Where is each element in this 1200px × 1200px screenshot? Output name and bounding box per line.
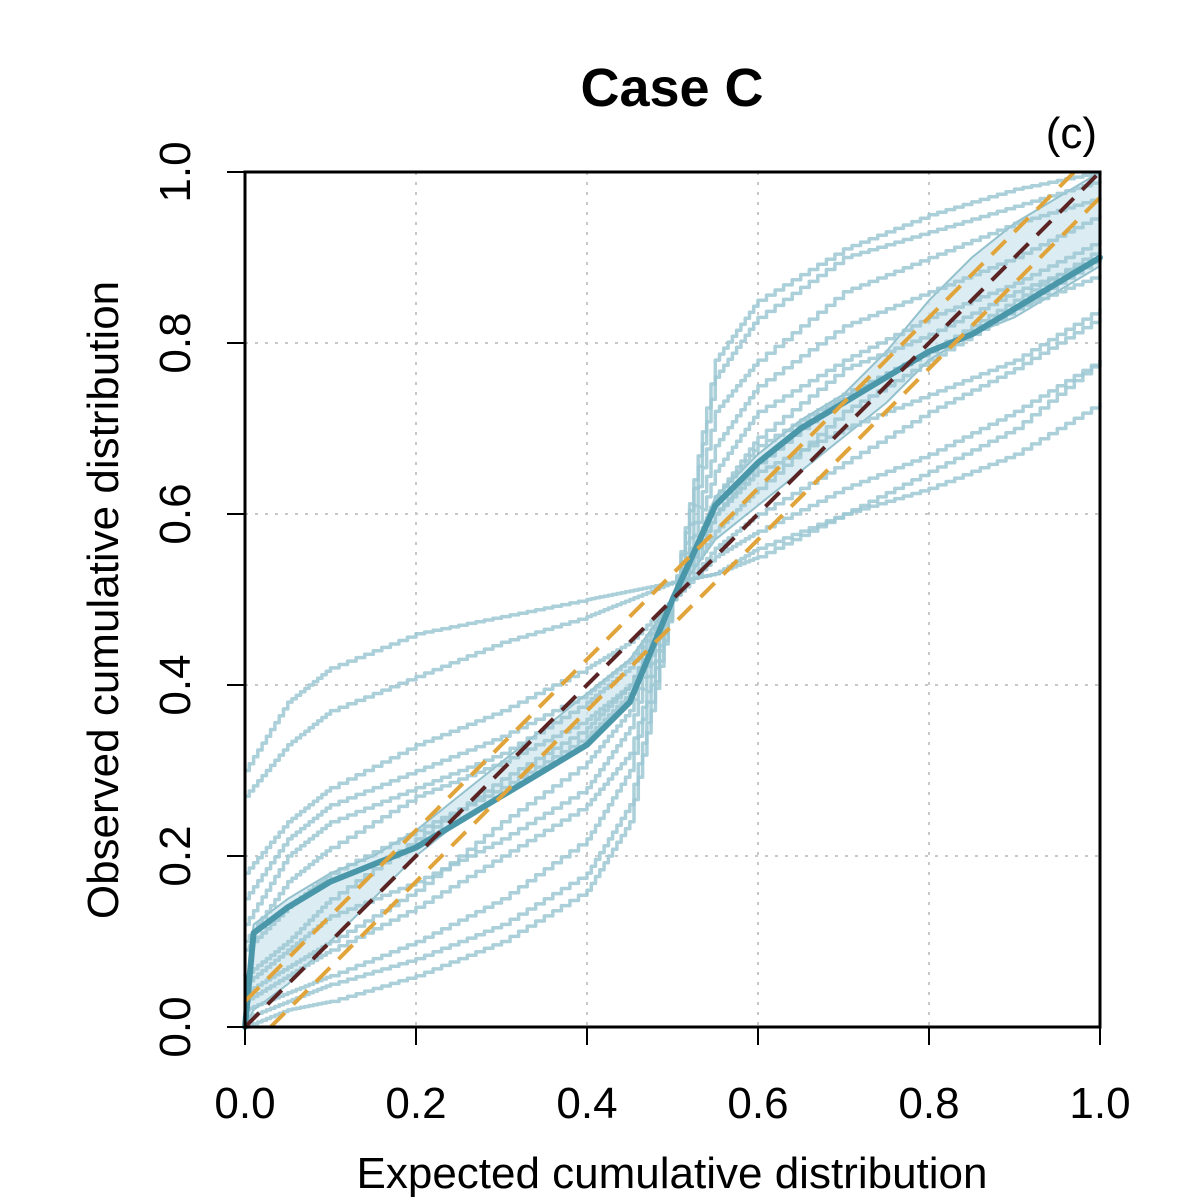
reference-line	[243, 170, 1102, 1029]
median-line-group	[242, 254, 1103, 1030]
x-tick-label: 0.8	[898, 1079, 959, 1128]
realization-line	[245, 171, 1102, 1029]
confidence-bound-line	[243, 170, 1076, 1003]
x-axis-label: Expected cumulative distribution	[357, 1149, 988, 1198]
y-tick-label: 0.8	[151, 312, 200, 373]
realization-line	[245, 214, 1102, 1004]
y-tick-label: 1.0	[151, 141, 200, 202]
realization-line	[245, 360, 1102, 875]
plot-frame	[243, 170, 1102, 1029]
realization-line	[245, 257, 1102, 927]
y-tick-label: 0.0	[151, 996, 200, 1057]
realization-line	[245, 197, 1102, 1012]
realization-line	[245, 317, 1102, 901]
median-line	[242, 254, 1103, 1030]
realization-line	[245, 180, 1102, 1021]
x-tick-label: 1.0	[1069, 1079, 1130, 1128]
x-tick-label: 0.2	[385, 1079, 446, 1128]
realization-line	[245, 402, 1102, 798]
y-axis-label: Observed cumulative distribution	[79, 281, 128, 919]
panel-label: (c)	[1046, 109, 1097, 158]
realization-line	[245, 360, 1102, 773]
realization-line	[245, 257, 1102, 978]
reference-line-group	[243, 170, 1102, 1029]
axes: 0.0 0.2 0.4 0.6 0.8 1.0 0.0 0.2 0.4 0.6 0.8 1.0	[151, 141, 1131, 1128]
y-tick-label: 0.6	[151, 483, 200, 544]
x-tick-label: 0.4	[556, 1079, 617, 1128]
realization-line	[245, 308, 1102, 944]
x-tick-label: 0.6	[727, 1079, 788, 1128]
y-tick-label: 0.4	[151, 654, 200, 715]
y-tick-label: 0.2	[151, 825, 200, 886]
x-tick-label: 0.0	[214, 1079, 275, 1128]
confidence-lines	[243, 170, 1102, 1029]
confidence-bound-line	[269, 196, 1102, 1029]
chart-title: Case C	[580, 58, 763, 118]
